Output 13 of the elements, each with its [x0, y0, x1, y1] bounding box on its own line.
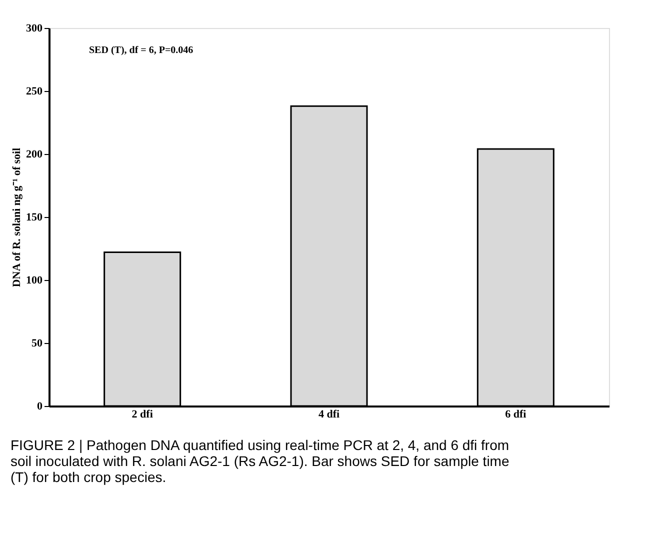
y-tick-label: 100 [26, 274, 43, 286]
y-tick-label: 250 [26, 86, 43, 98]
x-tick-label: 6 dfi [505, 408, 526, 420]
caption: FIGURE 2 | Pathogen DNA quantified using real-time PCR at 2, 4, and 6 dfi from soil inoculated with R. solani AG2-1 (Rs AG2-1). Bar shows SED for sample time (T) for both crop species. [10, 437, 510, 485]
x-tick-label: 2 dfi [132, 408, 153, 420]
annotation: SED (T), df = 6, P=0.046 [89, 45, 194, 56]
x-tick-label: 4 dfi [318, 408, 340, 420]
y-tick-label: 200 [26, 148, 43, 160]
y-axis-title: DNA of R. solani ng g⁻¹ of soil [11, 148, 23, 288]
y-tick-label: 150 [26, 212, 43, 224]
y-tick-label: 0 [37, 400, 43, 412]
y-tick-label: 300 [26, 22, 43, 34]
y-tick-label: 50 [32, 338, 43, 350]
